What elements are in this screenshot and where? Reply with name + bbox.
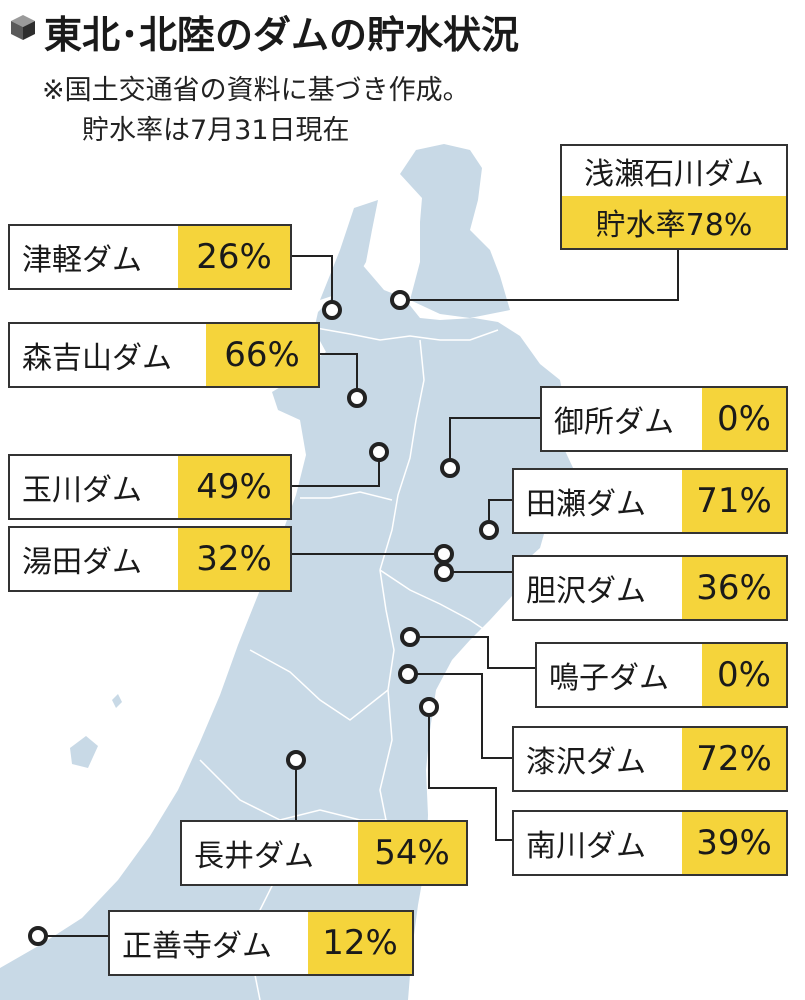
leader-lines [38, 250, 679, 937]
dam-name: 正善寺ダム [110, 912, 308, 974]
marker-tsugaru [322, 300, 342, 320]
dam-name: 鳴子ダム [537, 644, 702, 706]
marker-nagai [286, 750, 306, 770]
dam-label-isawa: 胆沢ダム 36% [512, 555, 788, 621]
dam-rate: 26% [178, 226, 290, 288]
dam-name: 玉川ダム [10, 456, 178, 518]
dam-rate: 39% [682, 812, 786, 874]
dam-rate: 36% [682, 557, 786, 619]
leader-gosho [449, 417, 540, 468]
land-mass [0, 144, 574, 1000]
dam-label-tase: 田瀬ダム 71% [512, 468, 788, 534]
leader-tamagawa [290, 452, 380, 487]
page-title: 東北･北陸のダムの貯水状況 [44, 13, 520, 57]
marker-shozenji [28, 926, 48, 946]
marker-asase [390, 290, 410, 310]
leader-naruko [410, 636, 535, 669]
dam-label-tsugaru: 津軽ダム 26% [8, 224, 292, 290]
dam-rate: 72% [682, 728, 786, 790]
marker-tase [479, 520, 499, 540]
dam-name: 田瀬ダム [514, 470, 682, 532]
dam-label-gosho: 御所ダム 0% [540, 386, 788, 452]
dam-name: 湯田ダム [10, 528, 178, 590]
dam-rate: 0% [702, 644, 786, 706]
dam-rate: 71% [682, 470, 786, 532]
dam-name: 御所ダム [542, 388, 702, 450]
marker-tamagawa [369, 442, 389, 462]
dam-rate: 貯水率78% [562, 196, 786, 248]
marker-gosho [440, 458, 460, 478]
marker-isawa [434, 562, 454, 582]
dam-label-shozenji: 正善寺ダム 12% [108, 910, 414, 976]
dam-rate: 54% [358, 822, 466, 884]
dam-label-asase: 浅瀬石川ダム 貯水率78% [560, 144, 788, 250]
dam-name: 浅瀬石川ダム [584, 157, 764, 192]
dam-label-yuda: 湯田ダム 32% [8, 526, 292, 592]
leader-nanakawa [428, 707, 512, 841]
dam-label-naruko: 鳴子ダム 0% [535, 642, 788, 708]
date-note: 貯水率は7月31日現在 [82, 115, 350, 146]
dam-name: 胆沢ダム [514, 557, 682, 619]
dam-label-tamagawa: 玉川ダム 49% [8, 454, 292, 520]
marker-urushizawa [398, 664, 418, 684]
dam-name: 漆沢ダム [514, 728, 682, 790]
dam-rate: 49% [178, 456, 290, 518]
dam-rate: 32% [178, 528, 290, 590]
dam-name: 南川ダム [514, 812, 682, 874]
dam-markers [28, 290, 499, 946]
dam-label-moriyoshi: 森吉山ダム 66% [8, 322, 320, 388]
leader-asase [400, 250, 679, 301]
marker-naruko [400, 627, 420, 647]
leader-moriyoshi [318, 353, 358, 398]
dam-rate: 12% [308, 912, 412, 974]
marker-moriyoshi [347, 388, 367, 408]
source-note: ※国土交通省の資料に基づき作成。 [42, 75, 470, 106]
cube-icon [11, 15, 35, 40]
dam-name: 津軽ダム [10, 226, 178, 288]
dam-name: 長井ダム [182, 822, 358, 884]
dam-rate: 0% [702, 388, 786, 450]
dam-label-nanakawa: 南川ダム 39% [512, 810, 788, 876]
dam-label-urushizawa: 漆沢ダム 72% [512, 726, 788, 792]
dam-rate: 66% [206, 324, 318, 386]
dam-label-nagai: 長井ダム 54% [180, 820, 468, 886]
leader-urushizawa [408, 673, 512, 759]
leader-tsugaru [290, 255, 333, 310]
marker-nanakawa [419, 697, 439, 717]
marker-yuda [434, 544, 454, 564]
dam-name: 森吉山ダム [10, 324, 206, 386]
